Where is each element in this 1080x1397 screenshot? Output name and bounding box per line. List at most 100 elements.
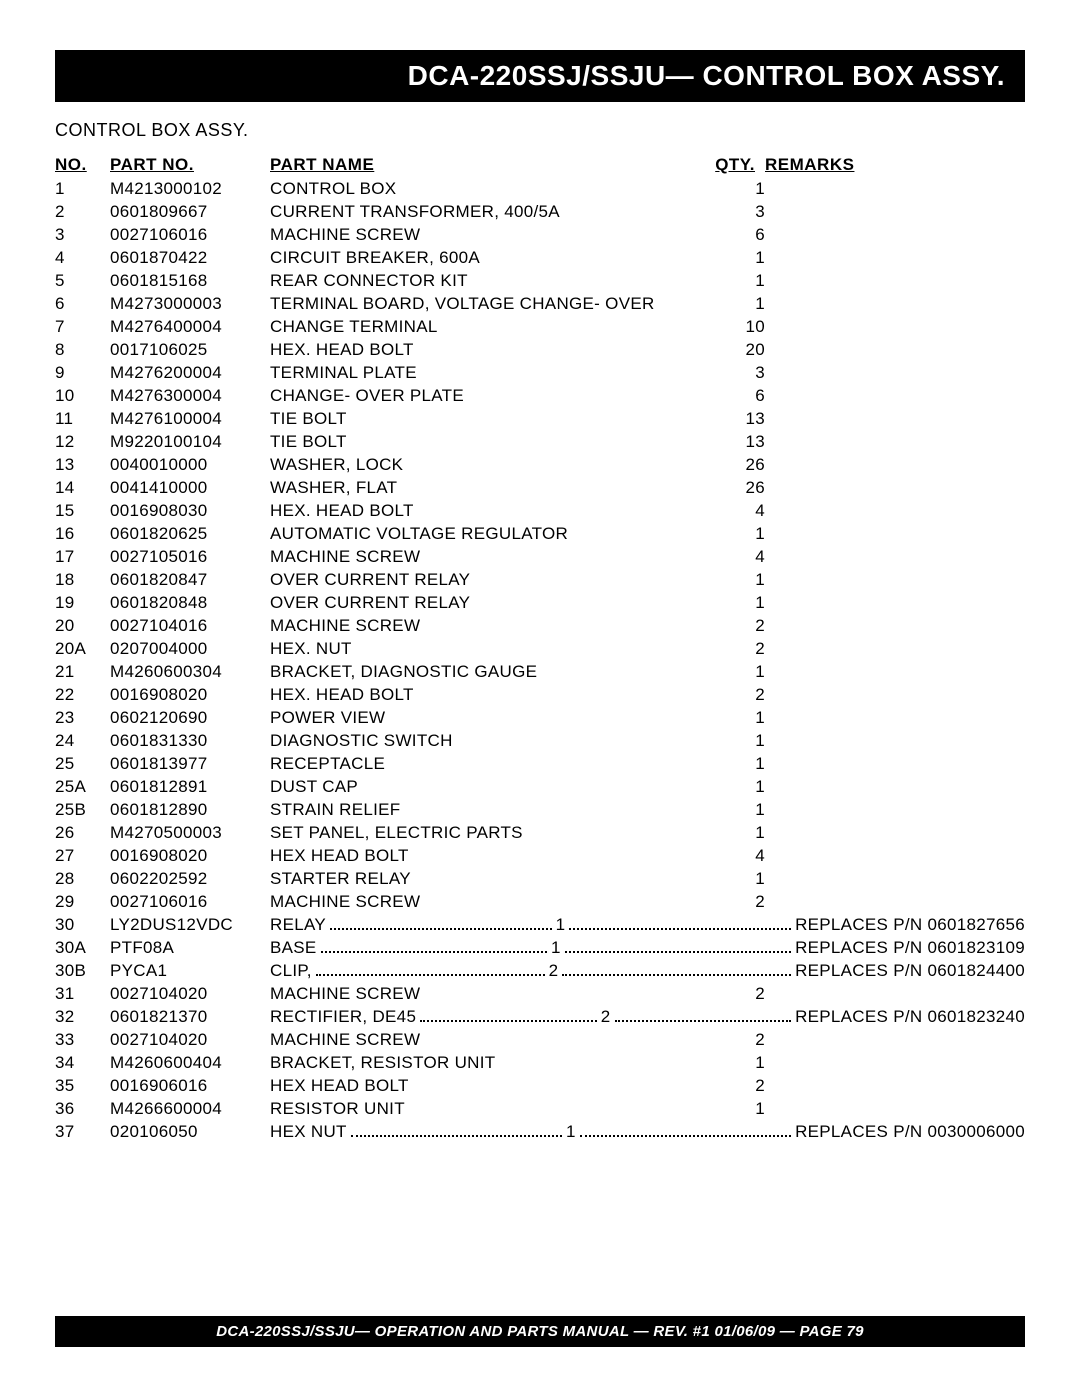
cell-part-name: HEX HEAD BOLT: [270, 1074, 715, 1097]
table-row: 50601815168REAR CONNECTOR KIT1: [55, 269, 1025, 292]
cell-part-no: M4270500003: [110, 821, 270, 844]
table-row: 21M4260600304BRACKET, DIAGNOSTIC GAUGE1: [55, 660, 1025, 683]
cell-part-name: CLIP,2REPLACES P/N 0601824400: [270, 959, 1025, 982]
cell-qty: 2: [715, 890, 765, 913]
cell-part-name: REAR CONNECTOR KIT: [270, 269, 715, 292]
cell-part-no: PYCA1: [110, 959, 270, 982]
table-row: 290027106016MACHINE SCREW2: [55, 890, 1025, 913]
table-row: 140041410000WASHER, FLAT26: [55, 476, 1025, 499]
cell-no: 4: [55, 246, 110, 269]
cell-qty: 6: [715, 223, 765, 246]
table-row: 310027104020MACHINE SCREW2: [55, 982, 1025, 1005]
cell-qty: 13: [715, 430, 765, 453]
cell-part-no: 020106050: [110, 1120, 270, 1143]
table-row: 6M4273000003TERMINAL BOARD, VOLTAGE CHAN…: [55, 292, 1025, 315]
cell-part-no: 0027106016: [110, 890, 270, 913]
cell-part-no: 0016908020: [110, 844, 270, 867]
cell-part-name: HEX. HEAD BOLT: [270, 338, 715, 361]
cell-part-name: RECEPTACLE: [270, 752, 715, 775]
table-row: 240601831330DIAGNOSTIC SWITCH1: [55, 729, 1025, 752]
cell-part-name: RESISTOR UNIT: [270, 1097, 715, 1120]
cell-remarks: [765, 821, 1025, 844]
table-row: 130040010000WASHER, LOCK26: [55, 453, 1025, 476]
cell-part-no: 0016908030: [110, 499, 270, 522]
cell-part-name: MACHINE SCREW: [270, 890, 715, 913]
parts-table: NO. PART NO. PART NAME QTY. REMARKS 1M42…: [55, 153, 1025, 1143]
cell-part-name: HEX NUT1REPLACES P/N 0030006000: [270, 1120, 1025, 1143]
table-row: 20A0207004000HEX. NUT2: [55, 637, 1025, 660]
cell-part-name: HEX HEAD BOLT: [270, 844, 715, 867]
cell-remarks: [765, 315, 1025, 338]
cell-qty: 2: [715, 1074, 765, 1097]
cell-remarks: [765, 591, 1025, 614]
page-header-bar: DCA-220SSJ/SSJU— CONTROL BOX ASSY.: [55, 50, 1025, 102]
cell-no: 20A: [55, 637, 110, 660]
cell-no: 26: [55, 821, 110, 844]
cell-no: 13: [55, 453, 110, 476]
cell-part-no: M4276100004: [110, 407, 270, 430]
cell-remarks: [765, 660, 1025, 683]
cell-part-name: MACHINE SCREW: [270, 545, 715, 568]
cell-no: 11: [55, 407, 110, 430]
cell-qty: 3: [715, 361, 765, 384]
cell-part-no: 0601809667: [110, 200, 270, 223]
table-row: 320601821370RECTIFIER, DE452REPLACES P/N…: [55, 1005, 1025, 1028]
cell-no: 19: [55, 591, 110, 614]
cell-no: 5: [55, 269, 110, 292]
cell-part-name: BASE1REPLACES P/N 0601823109: [270, 936, 1025, 959]
cell-part-name: HEX. HEAD BOLT: [270, 683, 715, 706]
cell-no: 1: [55, 177, 110, 200]
cell-no: 25B: [55, 798, 110, 821]
cell-part-no: M4260600304: [110, 660, 270, 683]
cell-part-name: STARTER RELAY: [270, 867, 715, 890]
cell-remarks: [765, 453, 1025, 476]
cell-no: 37: [55, 1120, 110, 1143]
col-header-no: NO.: [55, 153, 110, 177]
cell-part-no: M4213000102: [110, 177, 270, 200]
cell-part-name: TIE BOLT: [270, 407, 715, 430]
cell-qty: 1: [715, 568, 765, 591]
cell-no: 30B: [55, 959, 110, 982]
cell-qty: 2: [715, 1028, 765, 1051]
cell-remarks: [765, 223, 1025, 246]
cell-part-name: RECTIFIER, DE452REPLACES P/N 0601823240: [270, 1005, 1025, 1028]
table-row: 270016908020HEX HEAD BOLT4: [55, 844, 1025, 867]
cell-part-no: 0041410000: [110, 476, 270, 499]
cell-no: 25A: [55, 775, 110, 798]
cell-part-name: CHANGE- OVER PLATE: [270, 384, 715, 407]
cell-remarks: [765, 637, 1025, 660]
section-subtitle: CONTROL BOX ASSY.: [55, 120, 1025, 141]
cell-no: 30: [55, 913, 110, 936]
table-row: 180601820847OVER CURRENT RELAY1: [55, 568, 1025, 591]
cell-part-name: MACHINE SCREW: [270, 1028, 715, 1051]
cell-no: 2: [55, 200, 110, 223]
cell-part-no: LY2DUS12VDC: [110, 913, 270, 936]
cell-remarks: [765, 522, 1025, 545]
cell-remarks: [765, 752, 1025, 775]
table-row: 25A0601812891DUST CAP1: [55, 775, 1025, 798]
cell-qty: 1: [715, 752, 765, 775]
cell-remarks: [765, 499, 1025, 522]
cell-part-name: RELAY1REPLACES P/N 0601827656: [270, 913, 1025, 936]
cell-qty: 26: [715, 476, 765, 499]
cell-remarks: [765, 1028, 1025, 1051]
cell-remarks: [765, 614, 1025, 637]
table-row: 230602120690POWER VIEW1: [55, 706, 1025, 729]
cell-qty: 4: [715, 844, 765, 867]
cell-part-name: POWER VIEW: [270, 706, 715, 729]
cell-remarks: [765, 798, 1025, 821]
table-row: 20601809667CURRENT TRANSFORMER, 400/5A3: [55, 200, 1025, 223]
cell-remarks: [765, 269, 1025, 292]
cell-part-no: 0027106016: [110, 223, 270, 246]
cell-part-name: MACHINE SCREW: [270, 223, 715, 246]
table-row: 150016908030HEX. HEAD BOLT4: [55, 499, 1025, 522]
col-header-remarks: REMARKS: [765, 153, 1025, 177]
cell-part-no: 0602202592: [110, 867, 270, 890]
cell-part-no: 0602120690: [110, 706, 270, 729]
table-row: 25B0601812890STRAIN RELIEF1: [55, 798, 1025, 821]
col-header-part: PART NO.: [110, 153, 270, 177]
cell-remarks: [765, 338, 1025, 361]
cell-no: 35: [55, 1074, 110, 1097]
cell-no: 23: [55, 706, 110, 729]
cell-no: 12: [55, 430, 110, 453]
